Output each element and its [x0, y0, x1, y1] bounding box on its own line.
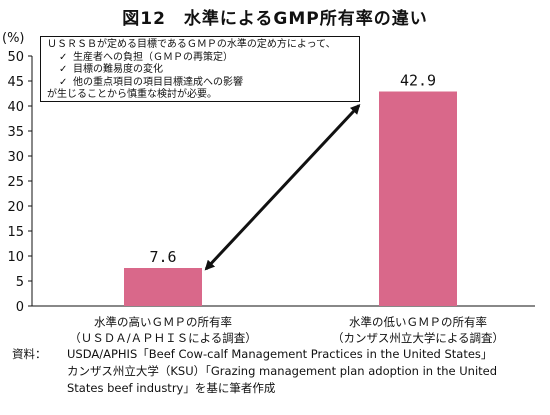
y-tick-label: 40	[7, 100, 24, 115]
bar	[124, 268, 202, 306]
source-note: 資料： USDA/APHIS「Beef Cow-calf Management P…	[12, 346, 542, 397]
y-tick-label: 0	[16, 300, 24, 315]
annotation-item: ✓ 目標の難易度の変化	[59, 64, 163, 75]
category-labels: 水準の高いＧＭＰの所有率 （ＵＳＤＡ/ＡＰＨＩＳによる調査） 水準の低いＧＭＰの所有…	[69, 315, 504, 345]
annotation-item: ✓ 生産者への負担（ＧＭＰの再策定）	[59, 51, 233, 63]
y-tick-label: 50	[7, 50, 24, 65]
category-label: 水準の高いＧＭＰの所有率	[94, 315, 232, 329]
source-line: States beef industry」を基に筆者作成	[67, 381, 276, 395]
data-labels: 7.6 42.9	[149, 72, 436, 267]
data-label: 42.9	[400, 72, 436, 90]
category-label: 水準の低いＧＭＰの所有率	[349, 315, 487, 329]
data-label: 7.6	[149, 248, 176, 266]
source-line: カンザス州立大学（KSU）「Grazing management plan ad…	[67, 364, 498, 378]
check-icon: ✓	[59, 64, 68, 75]
category-label: （ＵＳＤＡ/ＡＰＨＩＳによる調査）	[69, 331, 257, 345]
y-tick-label: 20	[7, 200, 24, 215]
source-line: USDA/APHIS「Beef Cow-calf Management Prac…	[67, 347, 493, 361]
check-icon: ✓	[59, 51, 68, 63]
y-tick-label: 25	[7, 175, 24, 190]
y-tick-label: 15	[7, 225, 24, 240]
check-icon: ✓	[59, 76, 68, 88]
y-axis-ticks: 0 5 10 15 20 25 30 35 40 45 50	[7, 50, 32, 315]
y-tick-label: 5	[16, 275, 24, 290]
annotation-outro: が生じることから慎重な検討が必要。	[47, 89, 217, 100]
y-tick-label: 10	[7, 250, 24, 265]
chart-title: 図12 水準によるGMP所有率の違い	[122, 9, 428, 29]
y-tick-label: 35	[7, 125, 24, 140]
annotation-item: ✓ 他の重点項目の項目目標達成への影響	[59, 76, 243, 88]
y-tick-label: 30	[7, 150, 24, 165]
y-tick-label: 45	[7, 75, 24, 90]
bars	[124, 91, 457, 306]
source-label: 資料：	[12, 347, 47, 361]
difference-arrow	[204, 104, 361, 271]
annotation-box: ＵＳＲＳＢが定める目標であるＧＭＰの水準の定め方によって、 ✓ 生産者への負担（Ｇ…	[40, 36, 360, 102]
category-label: （カンザス州立大学による調査）	[332, 331, 504, 345]
bar	[379, 91, 457, 306]
annotation-intro: ＵＳＲＳＢが定める目標であるＧＭＰの水準の定め方によって、	[47, 39, 336, 50]
y-axis-unit-label: (%)	[2, 31, 25, 46]
